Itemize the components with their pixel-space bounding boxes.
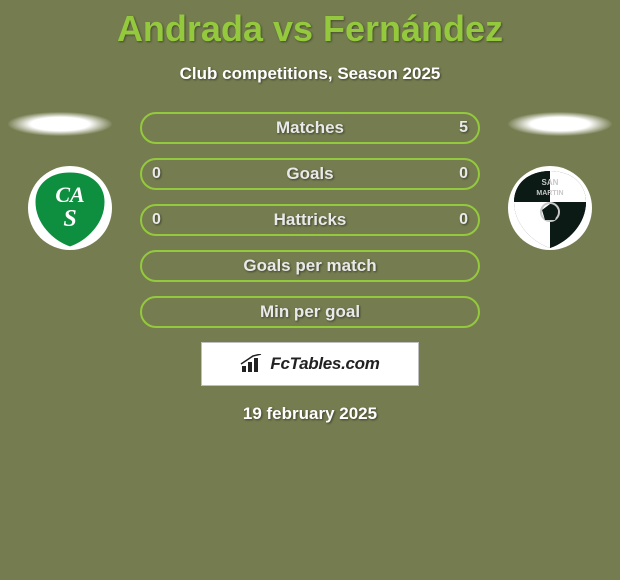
stat-left-value: 0	[152, 165, 161, 183]
san-martin-badge-icon: SAN MARTIN	[500, 164, 600, 252]
stat-row-matches: Matches 5	[140, 112, 480, 144]
stat-label: Min per goal	[260, 302, 360, 322]
page-title: Andrada vs Fernández	[0, 0, 620, 50]
stat-rows: Matches 5 0 Goals 0 0 Hattricks 0 Goals …	[140, 112, 480, 328]
footer-date: 19 february 2025	[0, 404, 620, 424]
brand-text: FcTables.com	[270, 354, 379, 374]
svg-text:CA: CA	[55, 182, 84, 207]
stat-row-hattricks: 0 Hattricks 0	[140, 204, 480, 236]
stat-right-value: 0	[459, 211, 468, 229]
stat-label: Goals per match	[243, 256, 376, 276]
stat-label: Hattricks	[274, 210, 347, 230]
left-player-shadow	[8, 112, 112, 136]
bar-chart-icon	[240, 354, 266, 374]
stat-left-value: 0	[152, 211, 161, 229]
stat-label: Matches	[276, 118, 344, 138]
stat-row-min-per-goal: Min per goal	[140, 296, 480, 328]
left-team-badge: CA S	[20, 164, 120, 252]
svg-text:SAN: SAN	[542, 178, 559, 187]
svg-text:S: S	[63, 206, 76, 232]
stat-row-goals-per-match: Goals per match	[140, 250, 480, 282]
comparison-layout: CA S SAN MARTIN Matches 5 0 Goals 0	[0, 112, 620, 424]
stat-row-goals: 0 Goals 0	[140, 158, 480, 190]
stat-right-value: 5	[459, 119, 468, 137]
brand-box[interactable]: FcTables.com	[201, 342, 419, 386]
page-subtitle: Club competitions, Season 2025	[0, 64, 620, 84]
stat-right-value: 0	[459, 165, 468, 183]
stat-label: Goals	[286, 164, 333, 184]
svg-text:MARTIN: MARTIN	[536, 190, 563, 197]
right-team-badge: SAN MARTIN	[500, 164, 600, 252]
cas-badge-icon: CA S	[20, 164, 120, 252]
right-player-shadow	[508, 112, 612, 136]
